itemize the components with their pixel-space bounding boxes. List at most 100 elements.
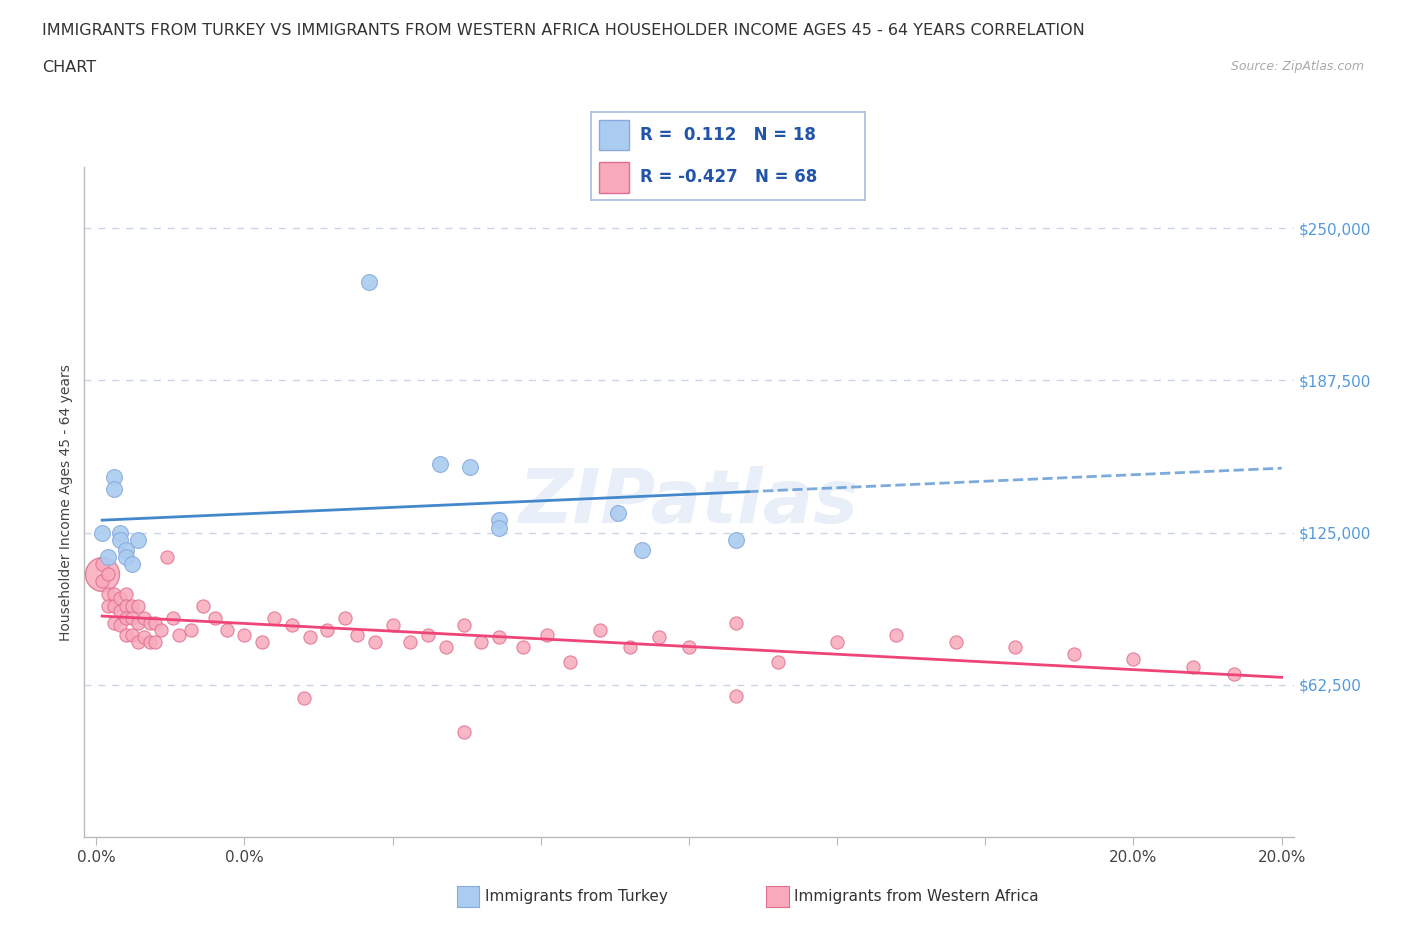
Bar	[599, 162, 628, 193]
Point	[1223, 667, 1246, 682]
Point	[233, 628, 256, 643]
Point	[115, 586, 138, 601]
Point	[121, 610, 143, 625]
Point	[91, 557, 114, 572]
Point	[108, 604, 131, 618]
Point	[434, 640, 457, 655]
Point	[1181, 659, 1204, 674]
Point	[725, 688, 748, 703]
Point	[281, 618, 304, 632]
Point	[91, 525, 114, 540]
Point	[191, 598, 214, 613]
Point	[825, 635, 848, 650]
Point	[316, 622, 339, 637]
Text: IMMIGRANTS FROM TURKEY VS IMMIGRANTS FROM WESTERN AFRICA HOUSEHOLDER INCOME AGES: IMMIGRANTS FROM TURKEY VS IMMIGRANTS FRO…	[42, 23, 1085, 38]
Point	[138, 635, 160, 650]
Point	[108, 525, 131, 540]
Point	[725, 533, 748, 548]
Point	[215, 622, 238, 637]
Point	[97, 550, 120, 565]
Point	[97, 586, 120, 601]
Point	[292, 691, 315, 706]
Point	[91, 566, 114, 581]
Point	[453, 724, 475, 739]
Point	[429, 457, 451, 472]
Point	[156, 550, 179, 565]
Point	[458, 459, 481, 474]
Point	[162, 610, 184, 625]
Point	[648, 630, 671, 644]
Point	[108, 591, 131, 605]
Point	[536, 628, 558, 643]
Point	[91, 574, 114, 589]
Point	[180, 622, 202, 637]
Point	[115, 550, 138, 565]
Point	[115, 628, 138, 643]
Point	[1004, 640, 1026, 655]
Point	[121, 557, 143, 572]
Point	[108, 618, 131, 632]
Point	[103, 470, 125, 485]
Point	[619, 640, 641, 655]
Point	[725, 616, 748, 631]
Text: CHART: CHART	[42, 60, 96, 75]
Text: R =  0.112   N = 18: R = 0.112 N = 18	[640, 126, 815, 144]
Point	[766, 654, 789, 669]
Point	[381, 618, 404, 632]
Point	[115, 542, 138, 557]
Point	[97, 566, 120, 581]
Point	[167, 628, 190, 643]
Point	[138, 616, 160, 631]
Point	[127, 635, 149, 650]
Text: Immigrants from Turkey: Immigrants from Turkey	[485, 889, 668, 904]
Point	[399, 635, 422, 650]
Point	[145, 616, 167, 631]
Point	[132, 610, 155, 625]
Point	[453, 618, 475, 632]
Point	[589, 622, 612, 637]
Point	[103, 616, 125, 631]
Point	[364, 635, 387, 650]
Point	[127, 616, 149, 631]
Point	[103, 586, 125, 601]
Point	[470, 635, 492, 650]
Point	[678, 640, 700, 655]
Point	[127, 533, 149, 548]
Text: Immigrants from Western Africa: Immigrants from Western Africa	[794, 889, 1039, 904]
Point	[560, 654, 582, 669]
Text: Source: ZipAtlas.com: Source: ZipAtlas.com	[1230, 60, 1364, 73]
Point	[103, 598, 125, 613]
Point	[346, 628, 368, 643]
Point	[630, 542, 652, 557]
Point	[121, 598, 143, 613]
Point	[97, 598, 120, 613]
Point	[263, 610, 285, 625]
Point	[1063, 647, 1085, 662]
Point	[488, 520, 510, 535]
Point	[115, 598, 138, 613]
Point	[108, 533, 131, 548]
Point	[418, 628, 440, 643]
Point	[204, 610, 226, 625]
Point	[298, 630, 321, 644]
Text: R = -0.427   N = 68: R = -0.427 N = 68	[640, 168, 817, 186]
Point	[250, 635, 273, 650]
Point	[132, 630, 155, 644]
Point	[103, 482, 125, 497]
Point	[121, 628, 143, 643]
Point	[145, 635, 167, 650]
Point	[488, 513, 510, 528]
Text: ZIPatlas: ZIPatlas	[519, 466, 859, 538]
Point	[488, 630, 510, 644]
Point	[606, 506, 628, 521]
Point	[1122, 652, 1144, 667]
Point	[333, 610, 356, 625]
Point	[127, 598, 149, 613]
Point	[150, 622, 173, 637]
Point	[357, 274, 380, 289]
Point	[886, 628, 908, 643]
Point	[945, 635, 967, 650]
Point	[115, 610, 138, 625]
Point	[512, 640, 534, 655]
Bar	[599, 120, 628, 151]
